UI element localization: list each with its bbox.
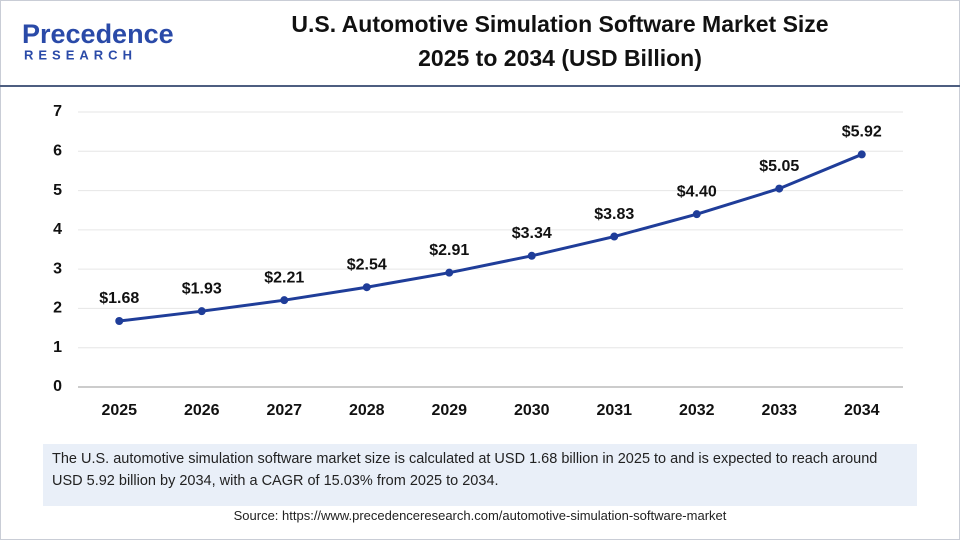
data-label: $5.05 (759, 158, 799, 175)
data-label: $1.68 (99, 290, 139, 307)
y-tick-label: 0 (53, 378, 62, 395)
logo-name: Precedence (22, 19, 174, 49)
chart-title: 2025 to 2034 (USD Billion) (418, 45, 702, 71)
point (857, 150, 866, 159)
logo-tagline: RESEARCH (24, 47, 137, 62)
x-tick-label: 2030 (514, 402, 550, 419)
point (445, 268, 454, 277)
point (115, 317, 124, 325)
x-tick-label: 2033 (761, 402, 797, 419)
x-tick-label: 2032 (679, 402, 715, 419)
source: Source: https://www.precedenceresearch.c… (233, 508, 727, 523)
point (692, 210, 701, 219)
x-tick-label: 2034 (844, 402, 880, 419)
y-tick-label: 6 (53, 143, 62, 160)
point (362, 283, 371, 292)
x-tick-label: 2025 (101, 402, 137, 419)
data-label: $2.54 (347, 256, 387, 273)
data-label: $3.83 (594, 206, 634, 223)
x-tick-label: 2031 (596, 402, 632, 419)
x-tick-label: 2028 (349, 402, 385, 419)
data-label: $2.21 (264, 269, 304, 286)
x-tick-label: 2027 (266, 402, 302, 419)
y-tick-label: 2 (53, 300, 62, 317)
y-tick-label: 3 (53, 260, 62, 277)
y-tick-label: 7 (53, 103, 62, 120)
y-tick-label: 5 (53, 182, 62, 199)
point (280, 296, 289, 305)
data-label: $2.91 (429, 242, 469, 259)
data-label: $5.92 (842, 124, 882, 141)
data-label: $4.40 (677, 183, 717, 200)
point (775, 184, 784, 193)
data-label: $3.34 (512, 225, 552, 242)
y-tick-label: 4 (53, 221, 62, 238)
point (610, 232, 619, 241)
series-line (119, 153, 863, 323)
chart-title: U.S. Automotive Simulation Software Mark… (291, 11, 828, 37)
x-tick-label: 2026 (184, 402, 220, 419)
point (197, 307, 206, 316)
y-tick-label: 1 (53, 339, 62, 356)
point (527, 251, 536, 260)
data-label: $1.93 (182, 280, 222, 297)
description: The U.S. automotive simulation software … (43, 444, 917, 506)
x-tick-label: 2029 (431, 402, 467, 419)
